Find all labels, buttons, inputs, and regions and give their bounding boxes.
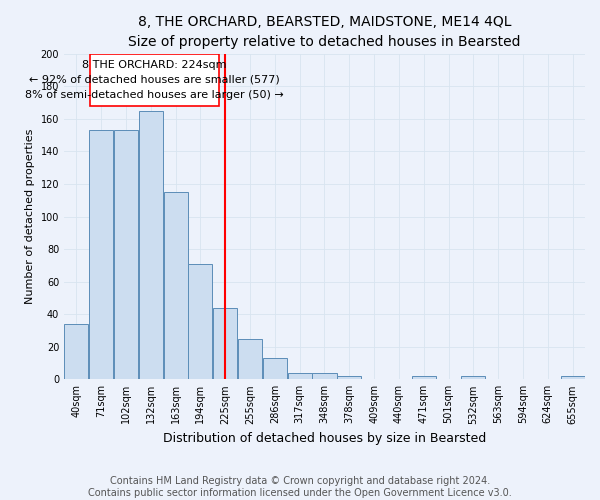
X-axis label: Distribution of detached houses by size in Bearsted: Distribution of detached houses by size … xyxy=(163,432,486,445)
FancyBboxPatch shape xyxy=(89,54,218,106)
Bar xyxy=(139,111,163,380)
Bar xyxy=(313,373,337,380)
Bar xyxy=(164,192,188,380)
Bar xyxy=(263,358,287,380)
Text: 8 THE ORCHARD: 224sqm
← 92% of detached houses are smaller (577)
8% of semi-deta: 8 THE ORCHARD: 224sqm ← 92% of detached … xyxy=(25,60,283,100)
Y-axis label: Number of detached properties: Number of detached properties xyxy=(25,129,35,304)
Bar xyxy=(64,324,88,380)
Bar xyxy=(412,376,436,380)
Bar xyxy=(238,338,262,380)
Bar xyxy=(213,308,237,380)
Title: 8, THE ORCHARD, BEARSTED, MAIDSTONE, ME14 4QL
Size of property relative to detac: 8, THE ORCHARD, BEARSTED, MAIDSTONE, ME1… xyxy=(128,15,521,48)
Bar xyxy=(461,376,485,380)
Bar xyxy=(337,376,361,380)
Bar xyxy=(114,130,138,380)
Bar xyxy=(89,130,113,380)
Text: Contains HM Land Registry data © Crown copyright and database right 2024.
Contai: Contains HM Land Registry data © Crown c… xyxy=(88,476,512,498)
Bar xyxy=(560,376,584,380)
Bar xyxy=(188,264,212,380)
Bar xyxy=(287,373,312,380)
